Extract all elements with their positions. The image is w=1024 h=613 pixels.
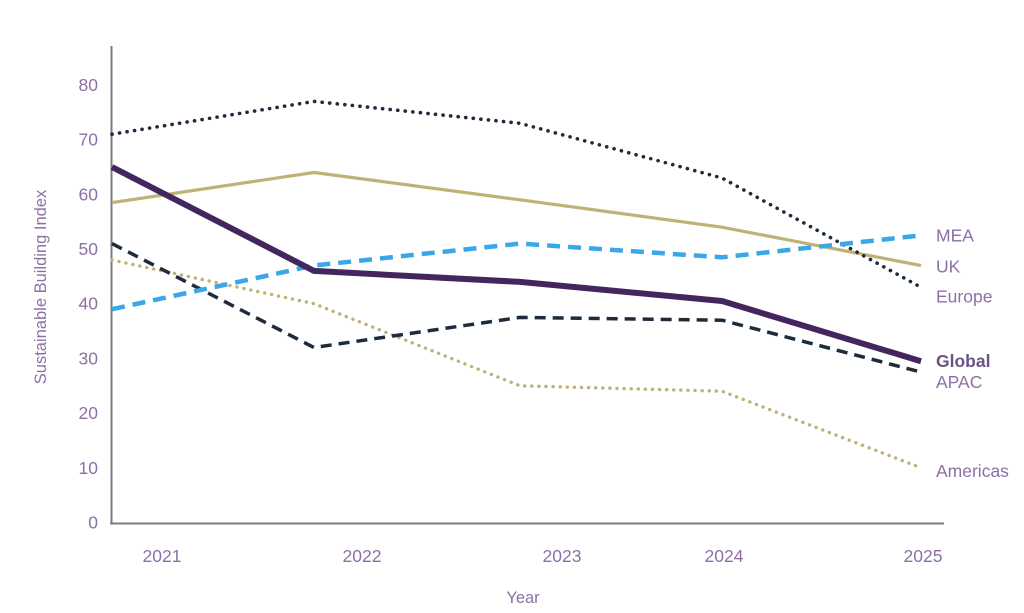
x-tick-label: 2025 xyxy=(904,546,943,566)
series-label-europe: Europe xyxy=(936,286,992,306)
y-tick-label: 50 xyxy=(79,239,99,259)
series-label-mea: MEA xyxy=(936,225,974,245)
y-tick-label: 70 xyxy=(79,130,99,150)
series-label-uk: UK xyxy=(936,256,961,276)
y-tick-label: 40 xyxy=(79,294,99,314)
series-line-europe xyxy=(110,99,923,290)
y-tick-label: 20 xyxy=(79,403,99,423)
x-tick-label: 2023 xyxy=(543,546,582,566)
y-tick-label: 80 xyxy=(79,75,99,95)
series-label-apac: APAC xyxy=(936,372,982,392)
y-tick-label: 0 xyxy=(88,513,98,533)
series-line-global xyxy=(110,164,922,365)
series-line-americas xyxy=(110,258,923,470)
x-tick-label: 2022 xyxy=(343,546,382,566)
y-tick-label: 30 xyxy=(79,348,99,368)
x-tick-label: 2024 xyxy=(705,546,744,566)
y-axis-label: Sustainable Building Index xyxy=(32,189,50,384)
series-label-global: Global xyxy=(936,351,990,371)
y-tick-label: 10 xyxy=(79,458,99,478)
series-line-apac xyxy=(111,242,922,374)
series-line-uk xyxy=(111,170,922,268)
series-line-mea xyxy=(111,233,922,312)
y-tick-label: 60 xyxy=(79,184,99,204)
x-axis-label: Year xyxy=(506,589,540,607)
series-label-americas: Americas xyxy=(936,461,1009,481)
x-tick-label: 2021 xyxy=(143,546,182,566)
